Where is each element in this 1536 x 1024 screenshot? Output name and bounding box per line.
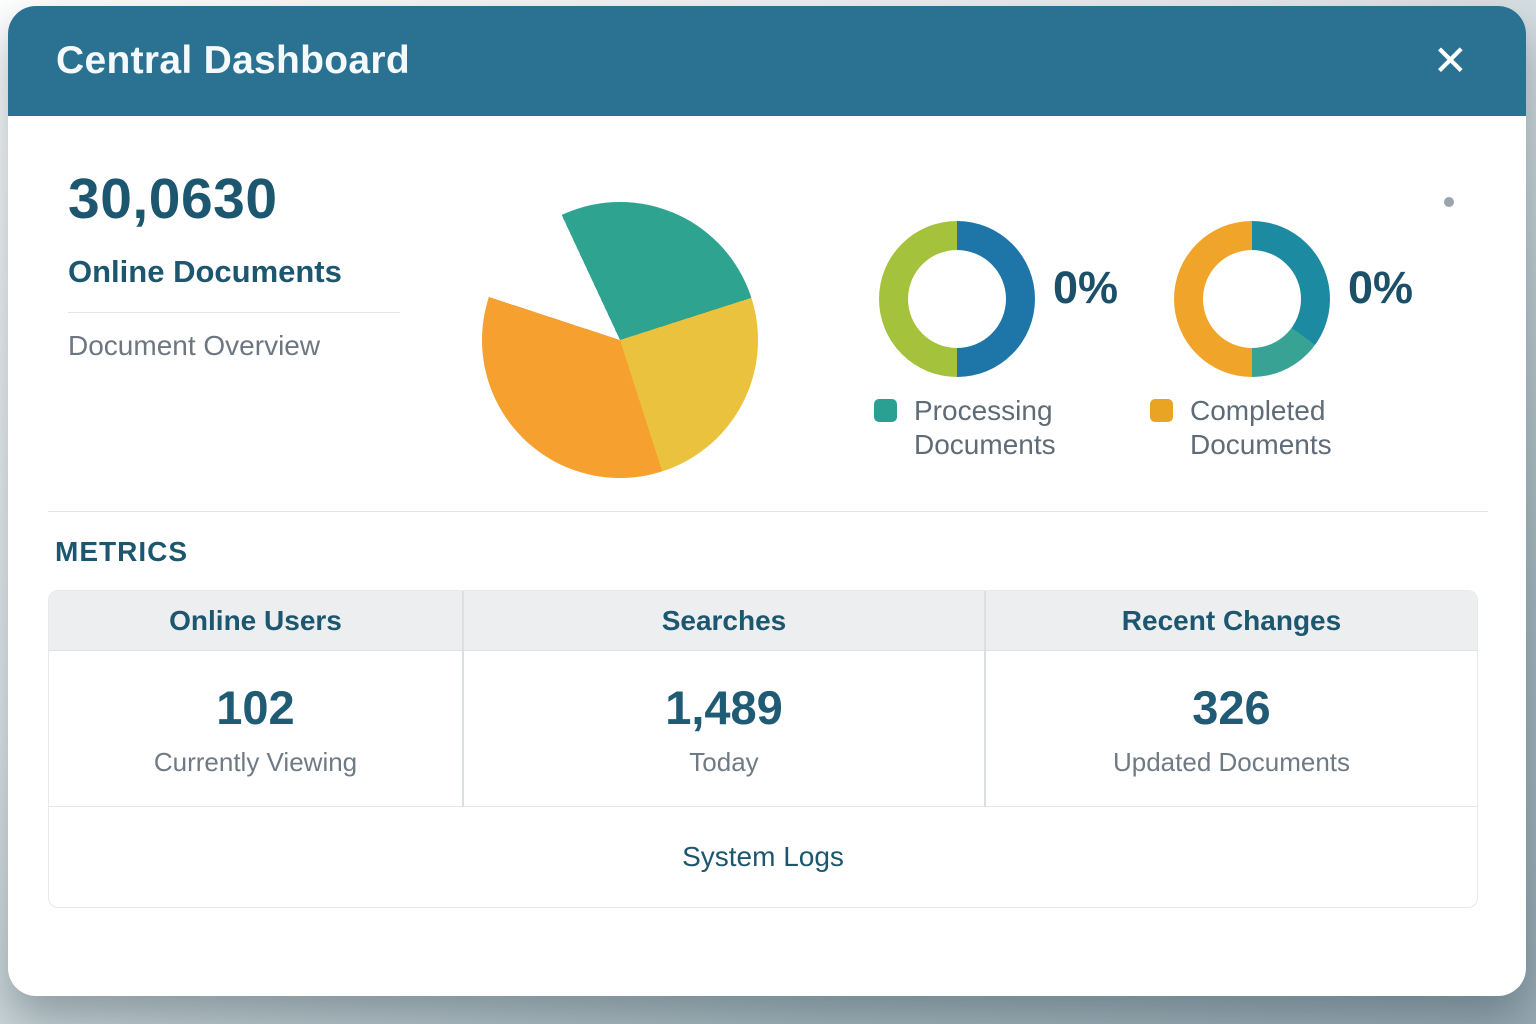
online-users-value: 102 — [216, 680, 295, 734]
modal-header: Central Dashboard ✕ — [8, 6, 1526, 116]
completed-legend-label: Completed Documents — [1190, 395, 1332, 460]
recent-changes-cell: 326 Updated Documents — [986, 651, 1477, 806]
processing-donut-chart — [879, 221, 1035, 377]
completed-legend-swatch — [1150, 399, 1173, 422]
system-logs-link[interactable]: System Logs — [682, 841, 844, 872]
metrics-table: Online Users Searches Recent Changes 102… — [48, 590, 1478, 908]
dashboard-modal: Central Dashboard ✕ 30,0630 Online Docum… — [8, 6, 1526, 996]
recent-changes-sublabel: Updated Documents — [1112, 746, 1351, 777]
metrics-table-header-row: Online Users Searches Recent Changes — [49, 591, 1477, 651]
recent-changes-header-label: Recent Changes — [1121, 604, 1342, 636]
searches-cell: 1,489 Today — [464, 651, 986, 806]
online-users-sublabel: Currently Viewing — [153, 746, 358, 777]
processing-legend: Processing Documents — [874, 394, 1079, 461]
metrics-section-divider — [48, 511, 1488, 512]
completed-donut-chart — [1174, 221, 1330, 377]
close-icon[interactable]: ✕ — [1425, 36, 1476, 86]
completed-legend: Completed Documents — [1150, 394, 1355, 461]
column-header-online-users: Online Users — [49, 591, 464, 650]
online-users-cell: 102 Currently Viewing — [49, 651, 464, 806]
metrics-table-value-row: 102 Currently Viewing 1,489 Today 326 Up… — [49, 651, 1477, 807]
searches-value: 1,489 — [665, 680, 783, 734]
processing-legend-label: Processing Documents — [914, 395, 1056, 460]
recent-changes-value: 326 — [1192, 680, 1271, 734]
completed-percent: 0% — [1348, 262, 1414, 313]
searches-sublabel: Today — [689, 746, 759, 777]
metrics-table-footer-row: System Logs — [49, 807, 1477, 907]
overview-divider — [68, 312, 400, 313]
column-header-searches: Searches — [464, 591, 986, 650]
online-users-header-label: Online Users — [169, 604, 342, 636]
column-header-recent-changes: Recent Changes — [986, 591, 1477, 650]
processing-legend-swatch — [874, 399, 897, 422]
document-overview-label: Document Overview — [68, 330, 321, 361]
processing-percent: 0% — [1053, 262, 1119, 313]
page-title: Central Dashboard — [56, 39, 411, 82]
searches-header-label: Searches — [661, 604, 787, 636]
documents-pie-chart — [482, 202, 758, 478]
metrics-heading: METRICS — [55, 536, 188, 567]
decorative-dot — [1444, 197, 1454, 207]
online-documents-label: Online Documents — [68, 254, 342, 289]
online-documents-count: 30,0630 — [68, 167, 278, 231]
